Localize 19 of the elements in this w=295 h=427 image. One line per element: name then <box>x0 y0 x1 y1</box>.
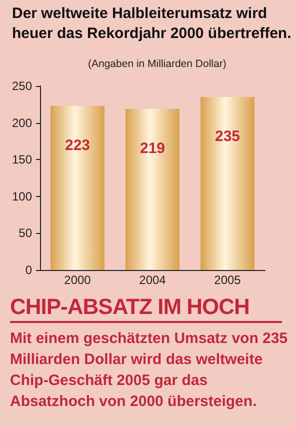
data-label: 219 <box>140 140 166 157</box>
data-label: 223 <box>64 136 90 154</box>
y-tick-label: 50 <box>18 226 32 240</box>
y-tick-label: 0 <box>25 263 32 277</box>
x-tick-label: 2005 <box>214 273 242 287</box>
data-label: 235 <box>214 128 240 146</box>
x-tick-label: 2000 <box>64 273 92 287</box>
y-tick-label: 200 <box>12 116 32 130</box>
bar <box>126 108 180 270</box>
chart-title: Der weltweite Halbleiterumsatz wird heuer das Rekordjahr 2000 übertreffen. <box>12 4 292 44</box>
y-tick-label: 150 <box>12 152 32 167</box>
bar <box>50 106 104 270</box>
chart-subtitle: (Angaben in Milliarden Dollar) <box>88 58 226 70</box>
bar <box>200 97 254 270</box>
y-tick-label: 100 <box>12 189 32 204</box>
y-tick-label: 250 <box>12 79 32 93</box>
text: Mit einem geschätzten Umsatz von 235 Milliarden Dollar wird das weltweite Chip-Geschäft 2005 gar das Absatzhoch von 2000 übersteigen. <box>10 329 288 412</box>
x-tick-label: 2004 <box>139 273 166 287</box>
text: CHIP-ABSATZ IM HOCH <box>10 293 282 323</box>
